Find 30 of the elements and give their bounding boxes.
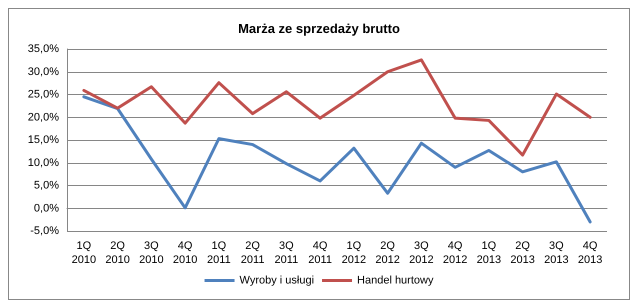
y-tick-label: 10,0% bbox=[28, 156, 60, 169]
y-tick-label: 30,0% bbox=[28, 66, 60, 78]
x-tick-label: 1Q 2013 bbox=[476, 240, 502, 266]
x-tick-label: 2Q 2011 bbox=[240, 240, 264, 266]
y-tick-label: 25,0% bbox=[28, 88, 60, 100]
x-tick-label: 4Q 2011 bbox=[308, 240, 332, 266]
y-tick-label: 20,0% bbox=[28, 111, 60, 124]
x-tick-label: 3Q 2010 bbox=[139, 240, 164, 266]
y-tick-label: 0,0% bbox=[34, 202, 60, 214]
legend-label: Wyroby i usługi bbox=[240, 274, 314, 286]
x-tick-label: 4Q 2010 bbox=[172, 240, 198, 266]
x-tick-label: 4Q 2012 bbox=[442, 240, 468, 266]
x-tick-label: 2Q 2013 bbox=[510, 240, 535, 266]
x-tick-label: 1Q 2012 bbox=[342, 240, 366, 266]
y-tick-label: 35,0% bbox=[28, 43, 60, 55]
legend-label: Handel hurtowy bbox=[357, 274, 434, 286]
x-tick-label: 3Q 2011 bbox=[274, 240, 298, 266]
chart-title: Marża ze sprzedaży brutto bbox=[238, 21, 400, 36]
line-series bbox=[82, 95, 592, 224]
y-tick-label: 5,0% bbox=[34, 180, 60, 192]
x-tick-label: 3Q 2013 bbox=[544, 240, 569, 266]
x-tick-label: 2Q 2012 bbox=[375, 240, 400, 266]
x-tick-label: 2Q 2010 bbox=[105, 240, 130, 266]
y-tick-label: -5,0% bbox=[30, 225, 60, 237]
x-tick-label: 4Q 2013 bbox=[578, 240, 602, 266]
line-series bbox=[82, 58, 592, 157]
x-tick-label: 1Q 2010 bbox=[72, 240, 96, 266]
x-tick-label: 3Q 2012 bbox=[409, 240, 434, 266]
y-tick-label: 15,0% bbox=[28, 134, 60, 146]
x-tick-label: 1Q 2011 bbox=[207, 240, 231, 266]
